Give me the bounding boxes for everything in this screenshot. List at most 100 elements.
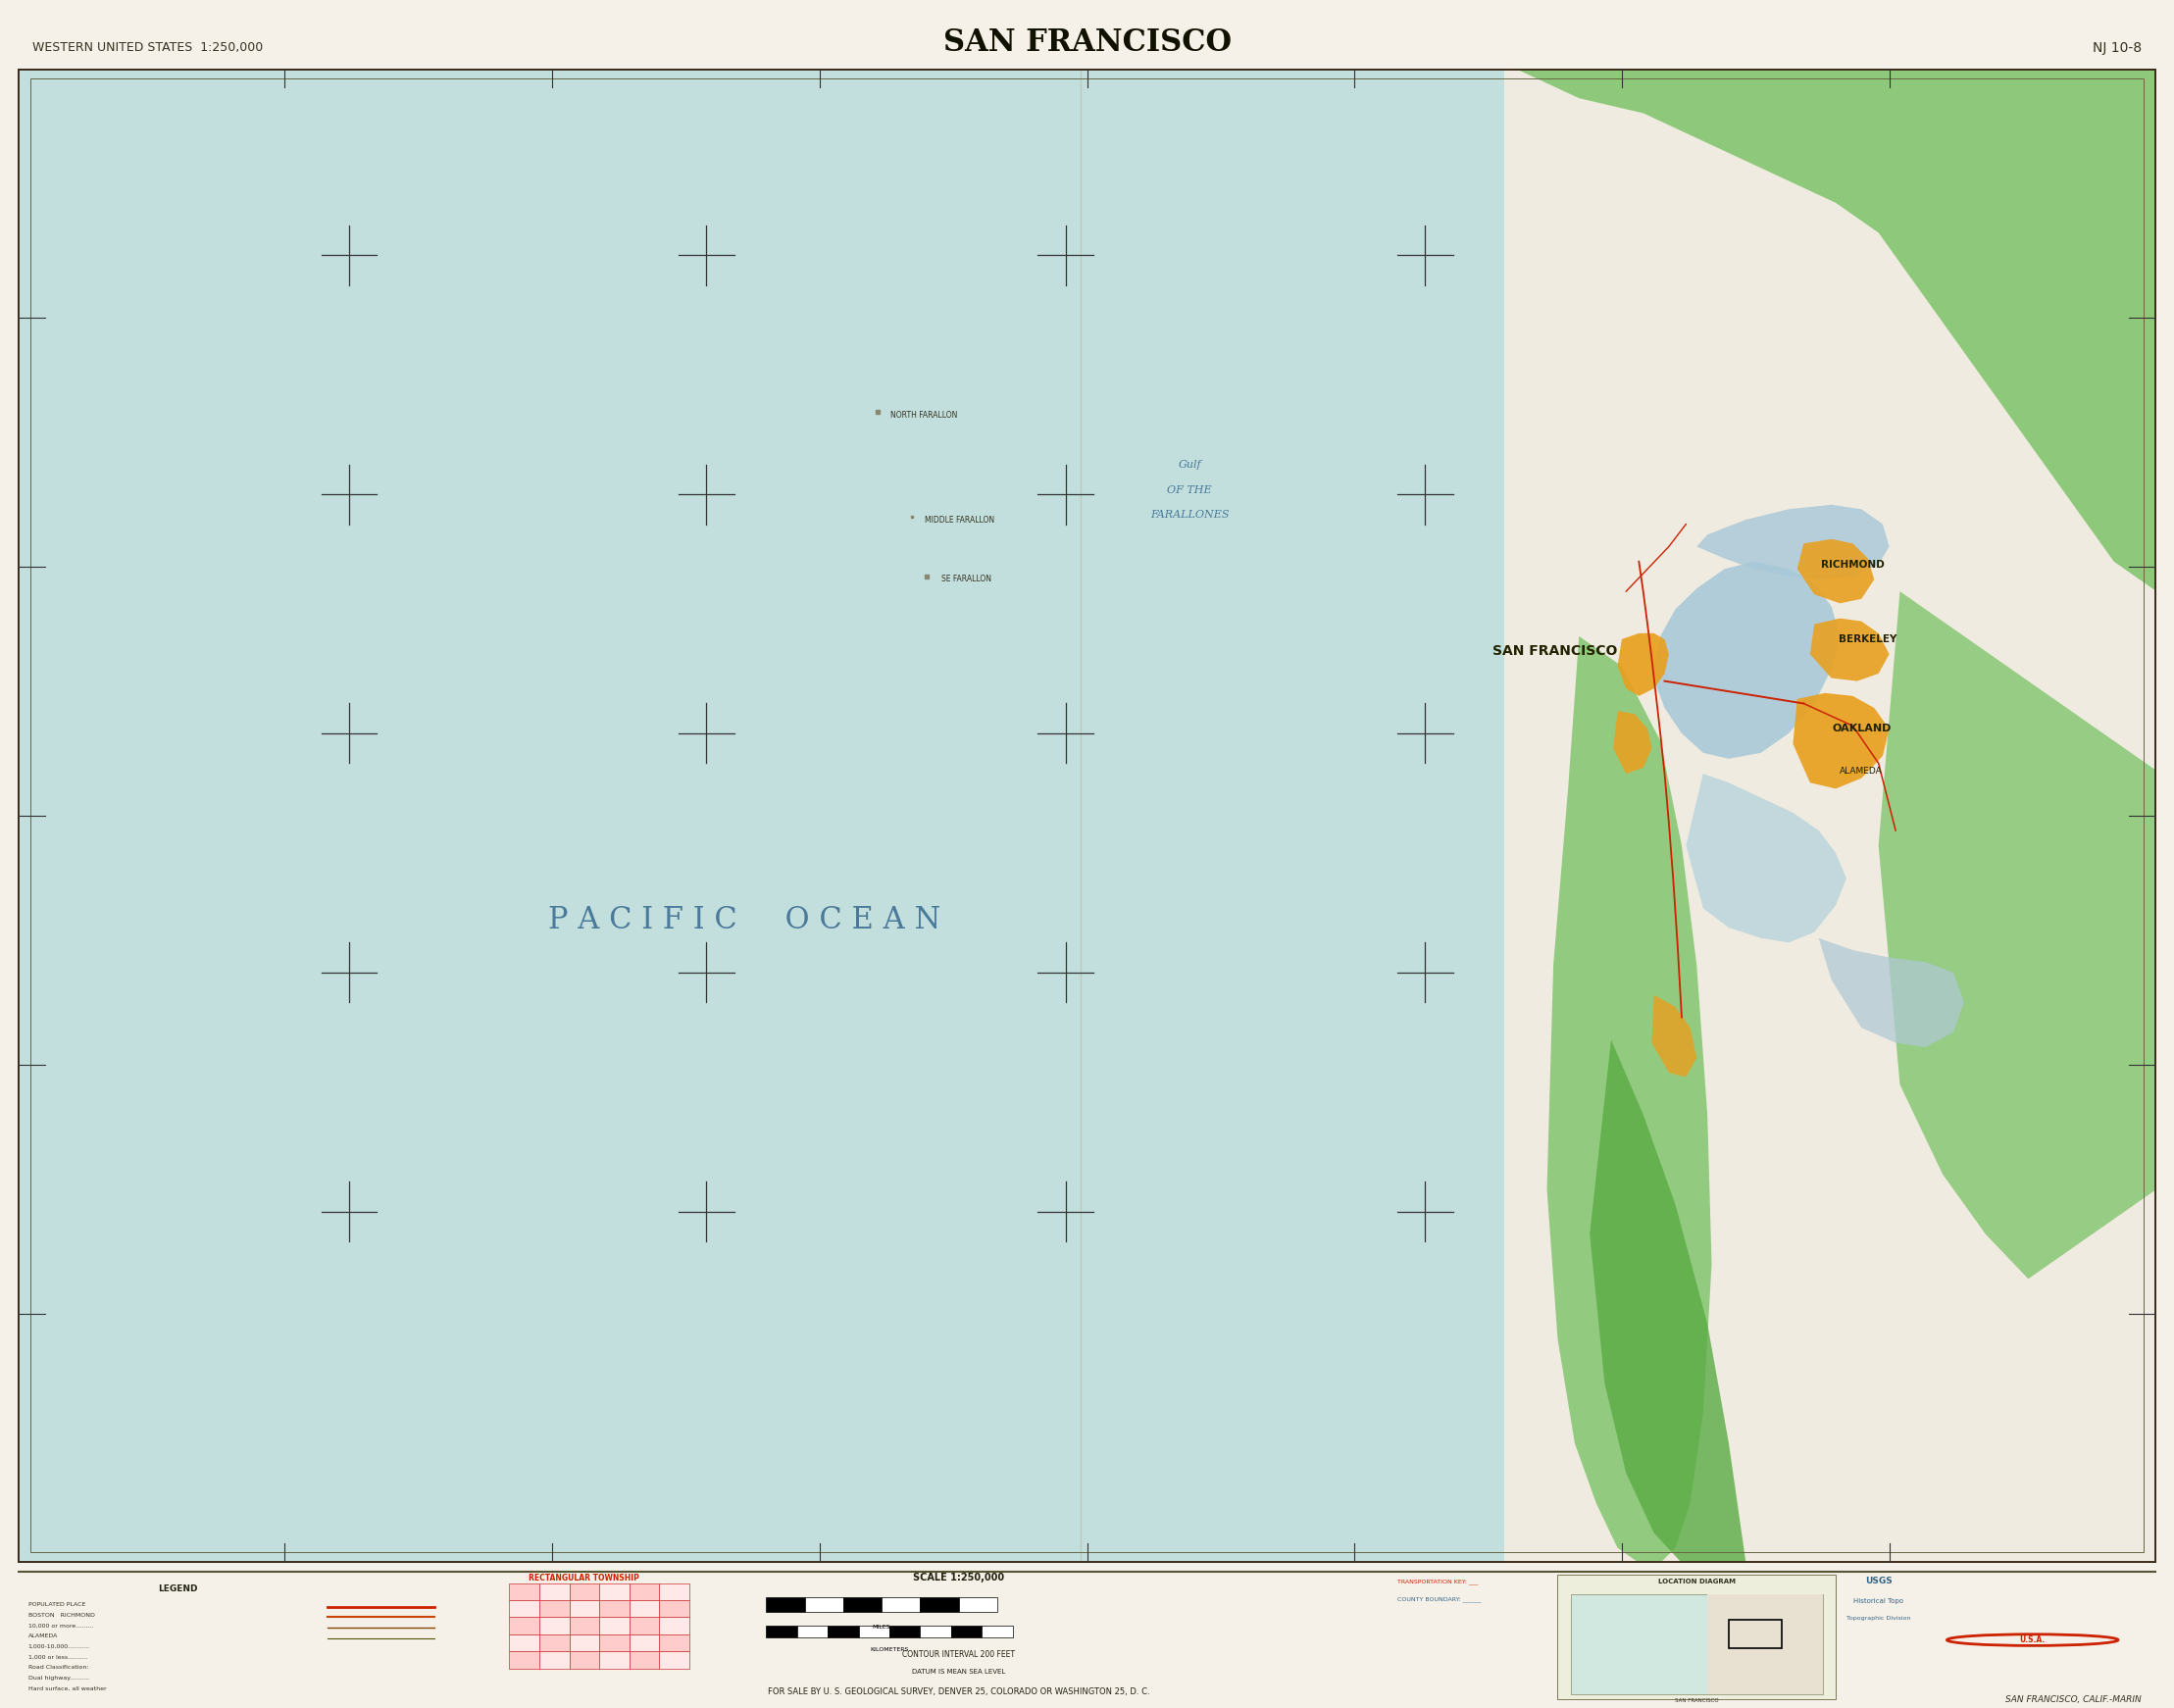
Polygon shape — [1548, 637, 1711, 1563]
Bar — [1504, 68, 2157, 1563]
Polygon shape — [1652, 994, 1696, 1078]
Text: TRANSPORTATION KEY: ___: TRANSPORTATION KEY: ___ — [1398, 1580, 1478, 1585]
Bar — [628, 1652, 659, 1669]
Bar — [509, 1652, 539, 1669]
Bar — [798, 1626, 828, 1636]
Bar — [659, 1600, 689, 1617]
Text: OF THE: OF THE — [1167, 485, 1213, 495]
Bar — [509, 1635, 539, 1652]
Polygon shape — [1652, 562, 1839, 758]
Text: RICHMOND: RICHMOND — [1822, 560, 1885, 569]
Bar — [628, 1583, 659, 1600]
Polygon shape — [1878, 591, 2157, 1279]
Bar — [983, 1626, 1013, 1636]
Text: U.S.A.: U.S.A. — [2020, 1636, 2046, 1645]
Bar — [539, 1652, 570, 1669]
Text: Gulf: Gulf — [1178, 459, 1202, 470]
Text: WESTERN UNITED STATES  1:250,000: WESTERN UNITED STATES 1:250,000 — [33, 41, 263, 55]
Bar — [959, 1597, 998, 1612]
Bar — [659, 1635, 689, 1652]
Bar — [920, 1597, 959, 1612]
Bar — [765, 1626, 798, 1636]
Bar — [509, 1617, 539, 1635]
Text: 1,000-10,000...........: 1,000-10,000........... — [28, 1645, 89, 1648]
Text: NORTH FARALLON: NORTH FARALLON — [889, 410, 957, 420]
Text: MILES: MILES — [872, 1624, 891, 1629]
Text: KILOMETERS: KILOMETERS — [870, 1648, 909, 1652]
Bar — [600, 1652, 628, 1669]
Bar — [1557, 1575, 1835, 1699]
Bar — [509, 1583, 539, 1600]
Bar — [1570, 1595, 1822, 1694]
Bar — [920, 1626, 950, 1636]
Bar — [570, 1617, 600, 1635]
Bar — [844, 1597, 883, 1612]
Text: SAN FRANCISCO, CALIF.-MARIN: SAN FRANCISCO, CALIF.-MARIN — [2007, 1696, 2141, 1705]
Bar — [889, 1626, 920, 1636]
Text: Hard surface, all weather: Hard surface, all weather — [28, 1686, 107, 1691]
Text: BOSTON   RICHMOND: BOSTON RICHMOND — [28, 1612, 96, 1617]
Text: MIDDLE FARALLON: MIDDLE FARALLON — [924, 516, 994, 524]
Text: DATUM IS MEAN SEA LEVEL: DATUM IS MEAN SEA LEVEL — [911, 1669, 1004, 1676]
Polygon shape — [1696, 506, 1889, 579]
Bar — [570, 1600, 600, 1617]
Bar — [628, 1600, 659, 1617]
Text: SAN FRANCISCO: SAN FRANCISCO — [1674, 1698, 1720, 1703]
Bar — [859, 1626, 889, 1636]
Text: Road Classification:: Road Classification: — [28, 1665, 89, 1670]
Polygon shape — [1811, 618, 1889, 681]
Bar — [600, 1600, 628, 1617]
Bar — [883, 1597, 920, 1612]
Bar — [570, 1583, 600, 1600]
Bar — [600, 1635, 628, 1652]
Bar — [539, 1600, 570, 1617]
Polygon shape — [1589, 1040, 1754, 1563]
Text: POPULATED PLACE: POPULATED PLACE — [28, 1602, 85, 1607]
Bar — [659, 1583, 689, 1600]
Text: SAN FRANCISCO: SAN FRANCISCO — [1494, 644, 1617, 658]
Text: Dual highway..........: Dual highway.......... — [28, 1676, 89, 1681]
Polygon shape — [1515, 68, 2157, 591]
Polygon shape — [1617, 634, 1670, 697]
Bar — [1707, 1595, 1822, 1694]
Bar — [628, 1635, 659, 1652]
Bar — [539, 1617, 570, 1635]
Text: CONTOUR INTERVAL 200 FEET: CONTOUR INTERVAL 200 FEET — [902, 1650, 1015, 1658]
Polygon shape — [1798, 540, 1874, 603]
Bar — [659, 1652, 689, 1669]
Text: 1,000 or less..........: 1,000 or less.......... — [28, 1655, 87, 1660]
Bar — [950, 1626, 983, 1636]
Text: LOCATION DIAGRAM: LOCATION DIAGRAM — [1659, 1578, 1735, 1585]
Text: COUNTY BOUNDARY: ______: COUNTY BOUNDARY: ______ — [1398, 1597, 1480, 1602]
Text: BERKELEY: BERKELEY — [1839, 634, 1898, 644]
Text: NJ 10-8: NJ 10-8 — [2091, 41, 2141, 55]
Bar — [1728, 1621, 1783, 1648]
Text: ALAMEDA: ALAMEDA — [1839, 767, 1883, 775]
Text: Historical Topo: Historical Topo — [1854, 1599, 1904, 1604]
Text: SCALE 1:250,000: SCALE 1:250,000 — [913, 1573, 1004, 1582]
Bar — [628, 1617, 659, 1635]
Text: USGS: USGS — [1865, 1576, 1891, 1585]
Bar — [600, 1617, 628, 1635]
Bar — [659, 1617, 689, 1635]
Text: SE FARALLON: SE FARALLON — [941, 576, 991, 584]
Text: Topographic Division: Topographic Division — [1846, 1616, 1911, 1621]
Bar — [539, 1583, 570, 1600]
Text: FARALLONES: FARALLONES — [1150, 511, 1228, 519]
Text: ALAMEDA: ALAMEDA — [28, 1633, 59, 1638]
Text: OAKLAND: OAKLAND — [1833, 724, 1891, 734]
Text: FOR SALE BY U. S. GEOLOGICAL SURVEY, DENVER 25, COLORADO OR WASHINGTON 25, D. C.: FOR SALE BY U. S. GEOLOGICAL SURVEY, DEN… — [767, 1688, 1150, 1696]
Polygon shape — [1820, 938, 1963, 1047]
Bar — [539, 1635, 570, 1652]
Polygon shape — [1794, 693, 1889, 789]
Bar — [765, 1597, 804, 1612]
Bar — [509, 1600, 539, 1617]
Bar — [570, 1652, 600, 1669]
Text: P A C I F I C     O C E A N: P A C I F I C O C E A N — [548, 905, 941, 936]
Text: RECTANGULAR TOWNSHIP: RECTANGULAR TOWNSHIP — [528, 1573, 639, 1582]
Polygon shape — [1613, 711, 1652, 774]
Bar — [828, 1626, 859, 1636]
Polygon shape — [1687, 774, 1846, 943]
Text: SAN FRANCISCO: SAN FRANCISCO — [944, 27, 1230, 58]
Text: 10,000 or more.........: 10,000 or more......... — [28, 1623, 93, 1628]
